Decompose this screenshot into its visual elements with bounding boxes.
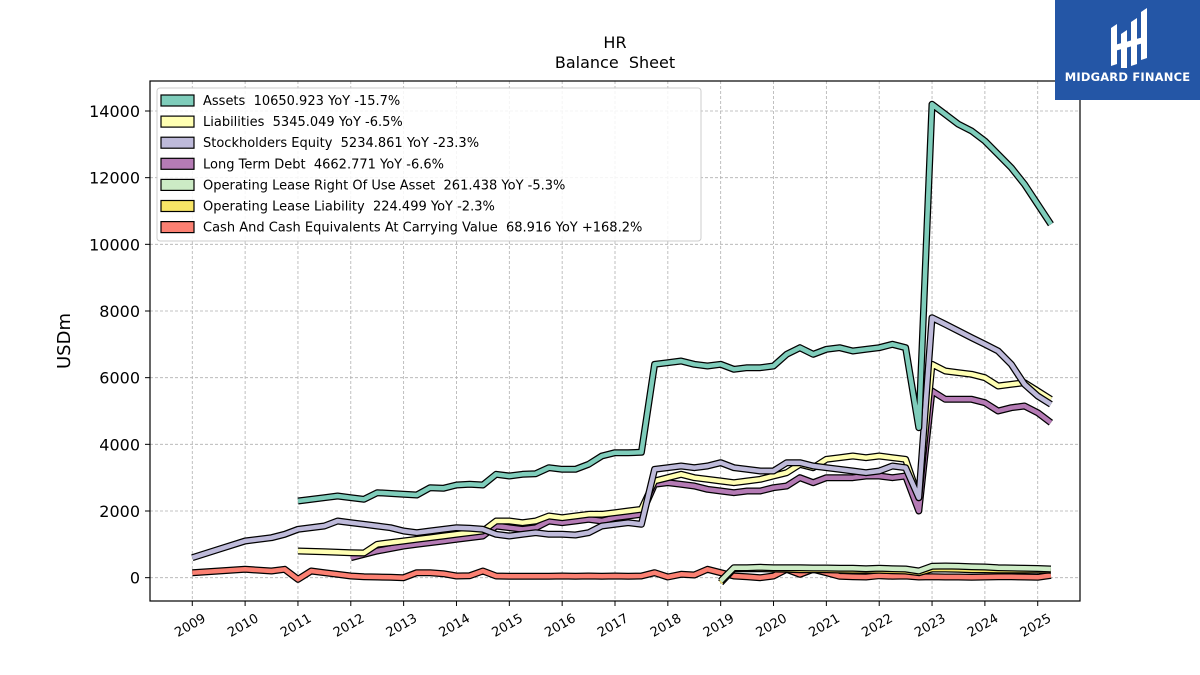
legend-label-3: Long Term Debt 4662.771 YoY -6.6% — [203, 157, 444, 172]
plot-frame — [149, 80, 1081, 602]
x-tick-label: 2016 — [542, 611, 578, 641]
y-tick-label: 10000 — [89, 235, 140, 254]
legend-label-6: Cash And Cash Equivalents At Carrying Va… — [203, 221, 642, 236]
x-tick-label: 2011 — [278, 611, 314, 641]
y-axis-label: USDm — [54, 313, 75, 369]
x-tick-label: 2025 — [1018, 611, 1054, 641]
legend-swatch-3 — [160, 157, 195, 170]
legend-swatch-5 — [160, 199, 195, 213]
y-tick-label: 6000 — [99, 369, 140, 388]
y-tick-label: 4000 — [99, 435, 140, 454]
series-line-3 — [350, 388, 1053, 560]
x-tick-label: 2017 — [595, 611, 631, 641]
legend-swatch-4 — [160, 178, 195, 191]
x-tick-label: 2019 — [701, 611, 737, 641]
logo-mark-icon — [1111, 8, 1147, 68]
x-tick-label: 2023 — [912, 611, 948, 641]
x-tick-label: 2015 — [489, 611, 525, 641]
series-line-2 — [191, 315, 1053, 560]
y-tick-label: 14000 — [89, 102, 140, 121]
x-tick-label: 2014 — [437, 611, 473, 641]
legend-swatch-2 — [160, 136, 195, 149]
y-tick-label: 0 — [130, 569, 140, 588]
series-line-4 — [719, 563, 1051, 583]
x-tick-label: 2013 — [384, 611, 420, 641]
legend-label-0: Assets 10650.923 YoY -15.7% — [203, 94, 400, 109]
series-line-0 — [297, 102, 1053, 504]
legend-label-1: Liabilities 5345.049 YoY -6.5% — [203, 115, 403, 130]
legend-box — [156, 87, 702, 242]
legend-label-5: Operating Lease Liability 224.499 YoY -2… — [203, 200, 495, 215]
x-tick-label: 2024 — [965, 611, 1001, 641]
legend-swatch-6 — [160, 221, 195, 234]
logo-text: MIDGARD FINANCE — [1064, 70, 1191, 84]
legend: Assets 10650.923 YoY -15.7% Liabilities 5… — [156, 87, 702, 242]
chart-subtitle: Balance Sheet — [555, 53, 675, 72]
midgard-finance-logo: MIDGARD FINANCE — [1055, 0, 1200, 100]
x-tick-label: 2021 — [807, 611, 843, 641]
y-tick-label: 12000 — [89, 169, 140, 188]
legend-label-4: Operating Lease Right Of Use Asset 261.4… — [203, 178, 565, 193]
y-tick-label: 8000 — [99, 302, 140, 321]
series-line-6 — [192, 567, 1052, 582]
x-tick-label: 2012 — [331, 611, 367, 641]
chart-title: HR — [603, 33, 626, 52]
series-lines — [191, 100, 1054, 586]
legend-swatch-0 — [160, 94, 195, 107]
x-tick-label: 2018 — [648, 611, 684, 641]
x-tick-label: 2022 — [859, 611, 895, 641]
legend-swatch-1 — [160, 115, 195, 128]
x-tick-label: 2010 — [225, 611, 261, 641]
legend-label-2: Stockholders Equity 5234.861 YoY -23.3% — [203, 136, 479, 151]
x-tick-label: 2020 — [754, 611, 790, 641]
y-tick-label: 2000 — [99, 502, 140, 521]
x-tick-label: 2009 — [172, 611, 208, 641]
